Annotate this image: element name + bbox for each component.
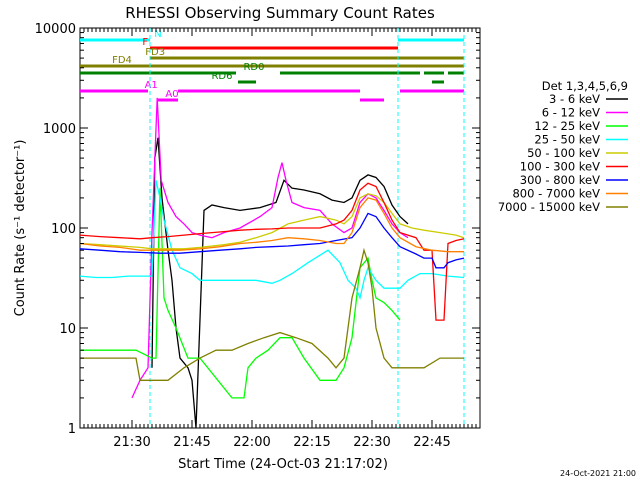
flag-label-rd6: RD6 [211, 71, 232, 82]
series-line-1 [131, 97, 409, 399]
series-layer [79, 97, 465, 429]
series-line-6 [79, 212, 465, 269]
legend-label: 6 - 12 keV [542, 106, 600, 120]
legend-label: 800 - 7000 keV [512, 187, 600, 201]
series-line-4 [79, 193, 465, 250]
x-axis-label: Start Time (24-Oct-03 21:17:02) [178, 457, 388, 472]
y-axis-label: Count Rate (s⁻¹ detector⁻¹) [13, 140, 28, 317]
footer-date: 24-Oct-2021 21:00 [560, 469, 636, 478]
legend-title: Det 1,3,4,5,6,9 [542, 79, 628, 93]
legend-label: 50 - 100 keV [527, 146, 600, 160]
flag-label-fd4: FD4 [112, 55, 132, 66]
series-line-3 [79, 180, 465, 301]
ticks-layer: 21:30 21:45 22:00 22:15 22:30 22:45 1 10 100 1000… [35, 22, 480, 450]
legend-label: 7000 - 15000 keV [498, 200, 600, 214]
x-tick-label: 22:45 [413, 435, 450, 450]
x-tick-label: 21:30 [113, 435, 150, 450]
series-line-0 [151, 137, 409, 429]
legend-label: 100 - 300 keV [520, 160, 600, 174]
y-tick-label: 1 [68, 422, 76, 437]
x-tick-label: 21:45 [173, 435, 210, 450]
y-tick-label: 10 [59, 322, 76, 337]
flag-label-fd3: FD3 [145, 47, 165, 58]
legend-label: 300 - 800 keV [520, 173, 600, 187]
series-line-2 [80, 188, 401, 399]
y-tick-label: 10000 [35, 22, 76, 37]
flag-label-a0: A0 [165, 89, 178, 100]
y-tick-label: 100 [51, 222, 76, 237]
flag-label-n: N [154, 29, 161, 40]
chart-title: RHESSI Observing Summary Count Rates [125, 4, 435, 22]
legend-label: 25 - 50 keV [534, 133, 600, 147]
series-line-7 [79, 197, 464, 253]
x-tick-label: 22:30 [353, 435, 390, 450]
flag-label-f: F [142, 37, 148, 48]
legend-label: 12 - 25 keV [534, 119, 600, 133]
series-line-8 [80, 247, 464, 381]
x-tick-label: 22:15 [293, 435, 330, 450]
x-tick-label: 22:00 [233, 435, 270, 450]
legend-label: 3 - 6 keV [549, 92, 600, 106]
flag-label-a1: A1 [145, 80, 158, 91]
flag-label-rd0: RD0 [243, 62, 264, 73]
y-tick-label: 1000 [43, 122, 76, 137]
